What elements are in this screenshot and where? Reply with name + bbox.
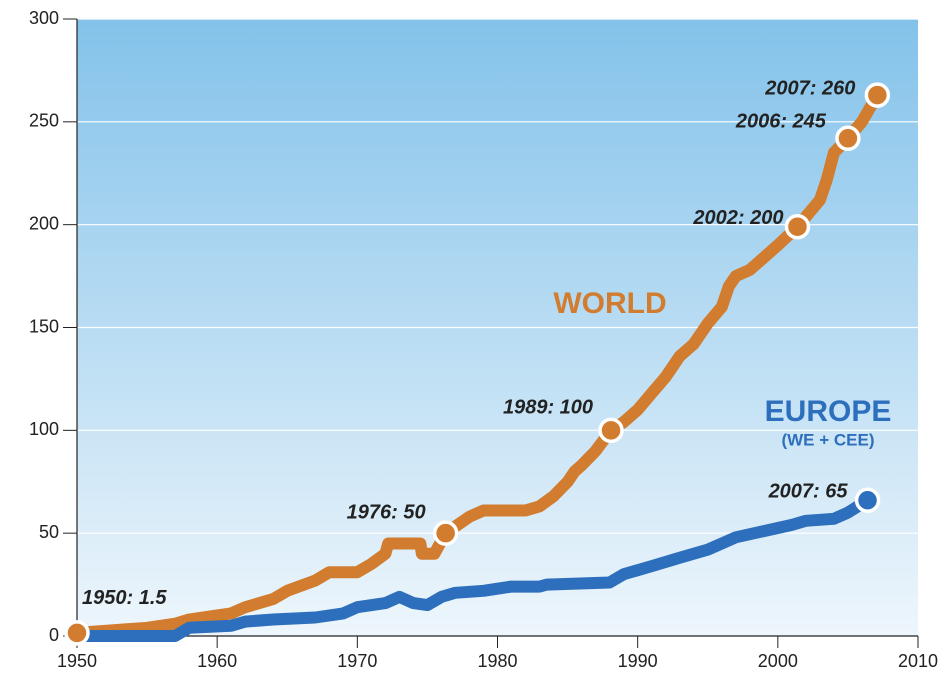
annotation: 2007: 260 (764, 77, 855, 99)
point-marker (598, 417, 624, 444)
x-tick-label: 1990 (618, 651, 658, 671)
y-tick-label: 300 (29, 8, 59, 28)
series-label: WORLD (553, 287, 666, 320)
point-marker (835, 125, 861, 152)
x-tick-label: 1960 (197, 651, 237, 671)
y-tick-label: 250 (29, 111, 59, 131)
annotation: 1989: 100 (503, 397, 593, 419)
annotation: 2006: 245 (735, 111, 827, 133)
annotation: 2007: 65 (768, 481, 849, 503)
point-marker (64, 620, 90, 646)
series-sublabel: (WE + CEE) (781, 430, 874, 449)
annotation: 1950: 1.5 (82, 587, 167, 609)
y-tick-label: 0 (49, 625, 59, 645)
y-tick-label: 150 (29, 316, 59, 336)
y-tick-label: 50 (39, 522, 59, 542)
x-tick-label: 1970 (337, 651, 377, 671)
series-line (71, 89, 884, 639)
annotation: 1976: 50 (347, 501, 426, 523)
point-marker (864, 82, 891, 108)
point-marker (432, 520, 459, 546)
y-tick-label: 200 (29, 213, 59, 233)
annotation: 2002: 200 (692, 207, 783, 229)
x-tick-label: 1980 (477, 651, 517, 671)
point-marker (784, 213, 811, 240)
series-label: EUROPE (765, 395, 892, 428)
series-line (71, 494, 874, 642)
point-marker (854, 487, 881, 514)
x-tick-label: 2010 (898, 651, 938, 671)
x-tick-label: 2000 (758, 651, 798, 671)
x-tick-label: 1950 (57, 651, 97, 671)
y-tick-label: 100 (29, 419, 59, 439)
